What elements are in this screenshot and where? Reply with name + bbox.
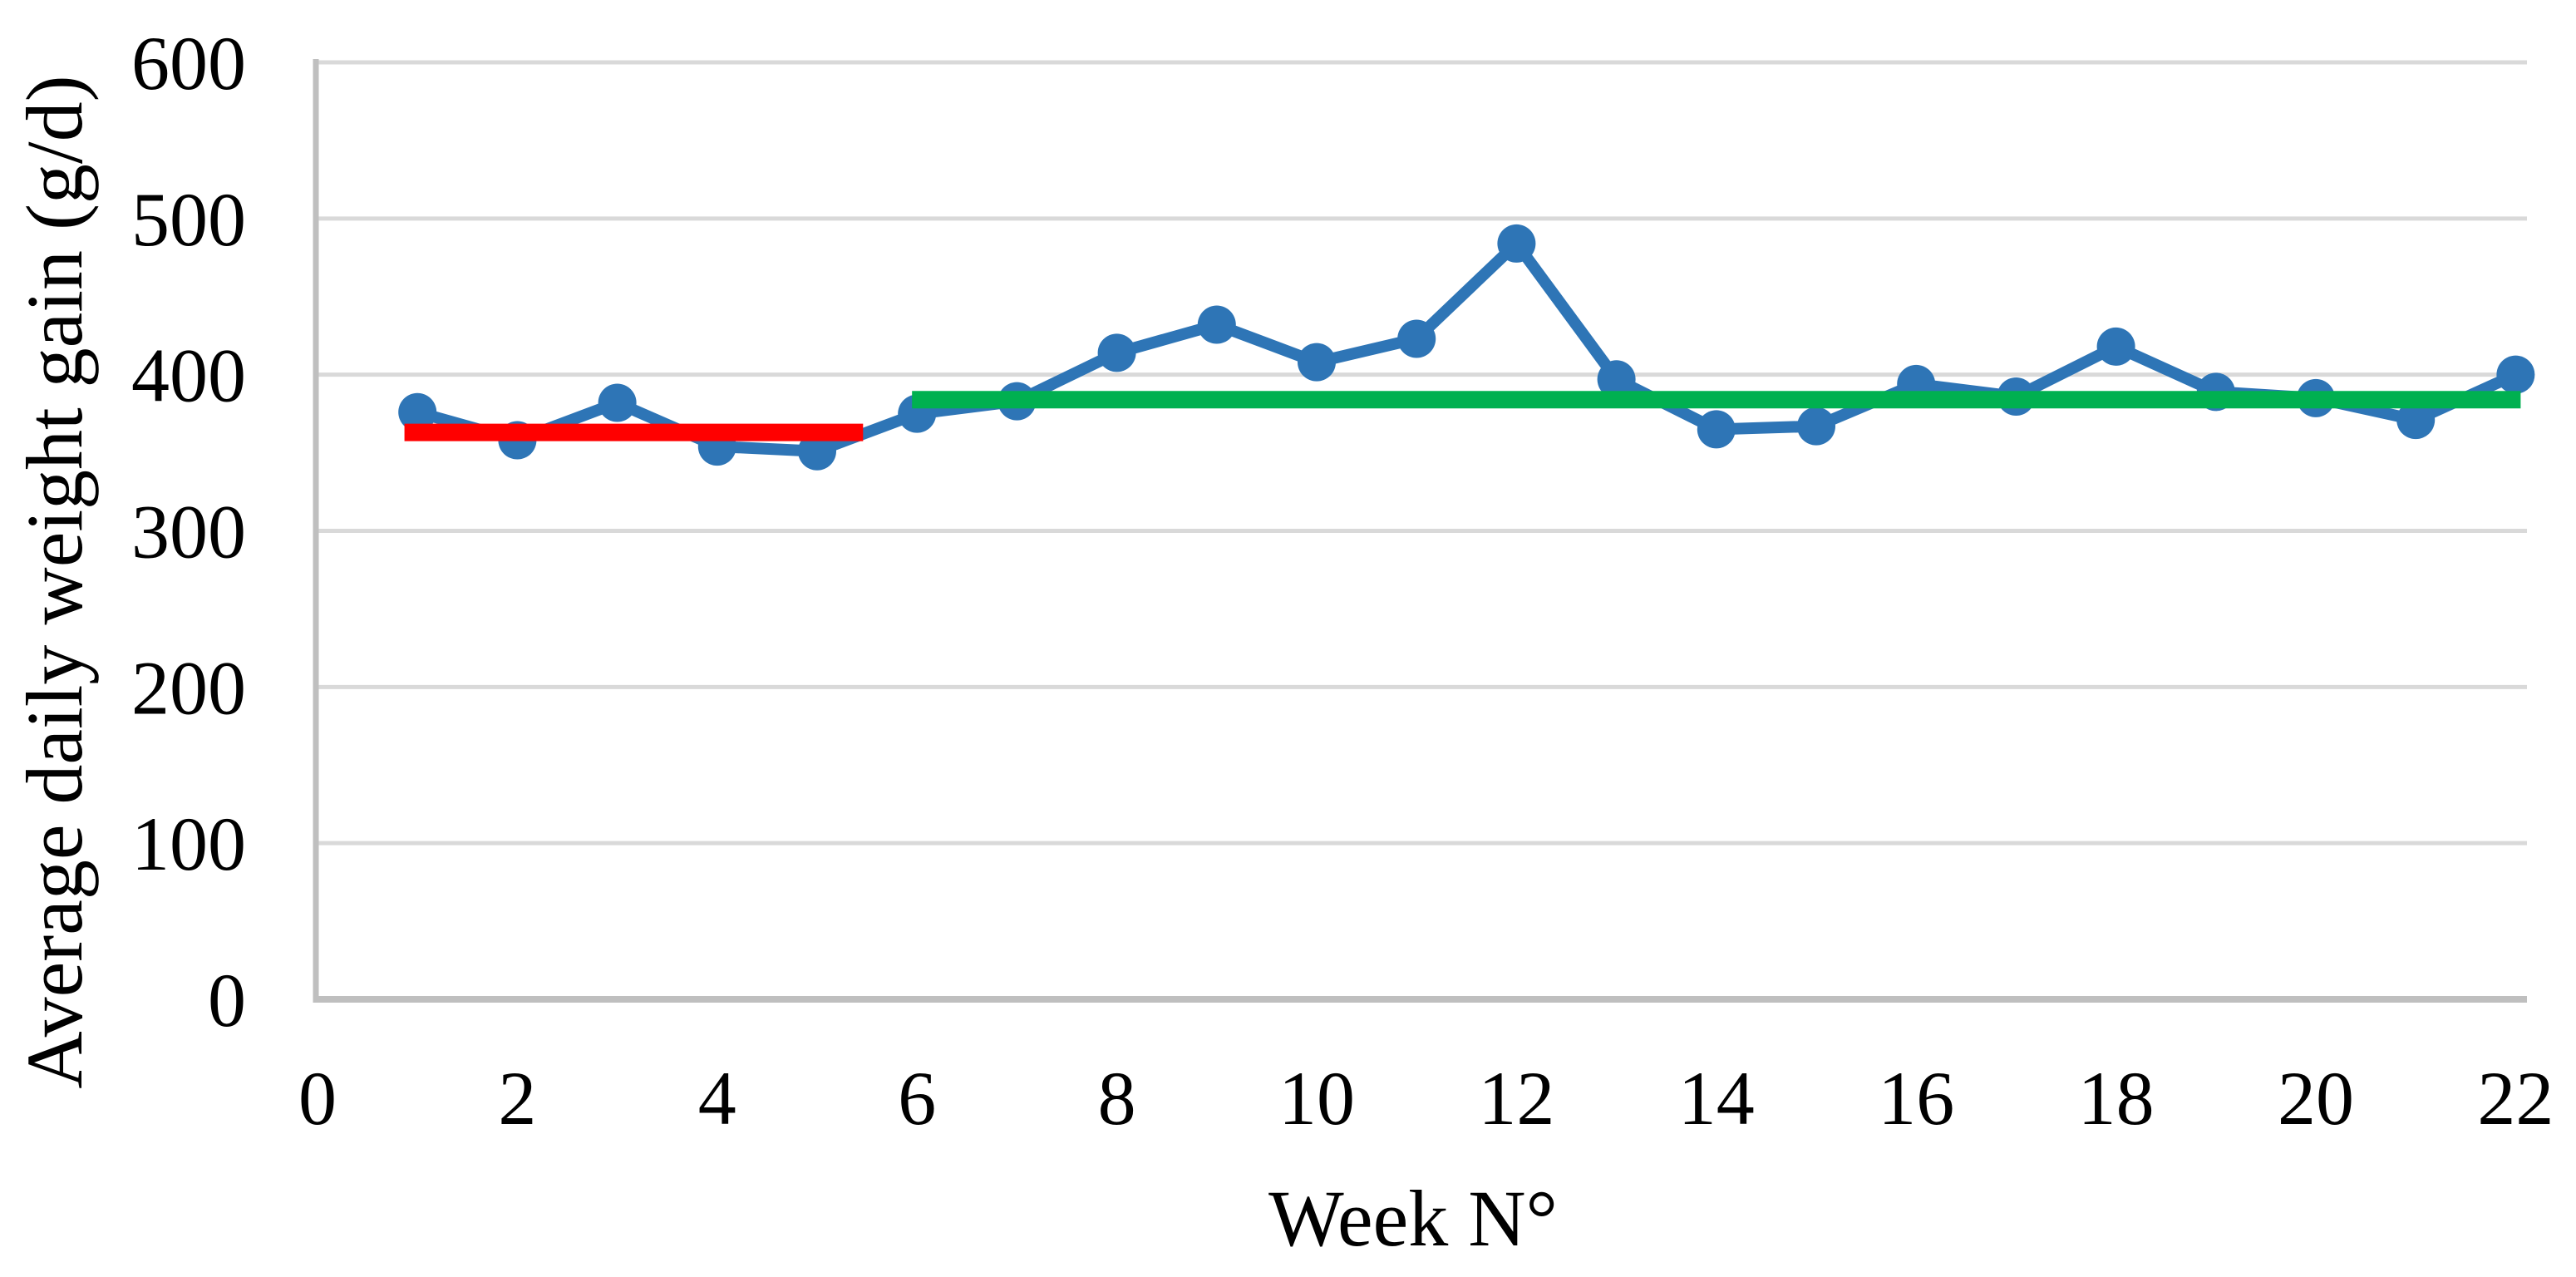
x-tick-label-18: 18 [2078,1056,2155,1141]
data-point-marker-week-11 [1397,319,1436,358]
data-point-marker-week-3 [598,383,637,422]
y-tick-label-600: 600 [131,21,246,106]
data-point-marker-week-22 [2496,355,2535,394]
x-tick-label-10: 10 [1278,1056,1355,1141]
x-tick-label-6: 6 [898,1056,936,1141]
x-axis-title: Week N° [1268,1174,1558,1263]
x-tick-label-12: 12 [1478,1056,1554,1141]
data-point-marker-week-10 [1298,343,1336,382]
data-point-marker-week-21 [2396,401,2436,440]
data-point-marker-week-9 [1197,305,1236,344]
data-point-marker-week-8 [1097,333,1136,372]
x-tick-label-4: 4 [698,1056,736,1141]
series-line [411,237,2522,457]
data-point-marker-week-15 [1797,407,1835,446]
x-tick-label-20: 20 [2278,1056,2354,1141]
y-tick-label-200: 200 [131,645,246,730]
x-tick-label-2: 2 [498,1056,536,1141]
y-tick-label-500: 500 [131,177,246,262]
data-point-marker-week-12 [1497,224,1536,263]
data-point-marker-week-14 [1697,410,1736,449]
data-point-marker-week-18 [2096,327,2135,366]
x-tick-label-0: 0 [298,1056,337,1141]
y-tick-label-300: 300 [131,490,246,574]
data-point-marker-week-5 [798,431,836,471]
y-tick-label-400: 400 [131,333,246,418]
y-tick-label-100: 100 [131,801,246,886]
x-tick-label-16: 16 [1878,1056,1954,1141]
y-tick-label-0: 0 [208,958,246,1043]
y-axis-title: Average daily weight gain (g/d) [10,75,99,1088]
x-tick-label-22: 22 [2477,1056,2554,1141]
x-tick-label-14: 14 [1678,1056,1755,1141]
data-point-marker-week-13 [1597,360,1636,399]
x-tick-label-8: 8 [1098,1056,1136,1141]
data-point-marker-week-1 [398,392,437,431]
